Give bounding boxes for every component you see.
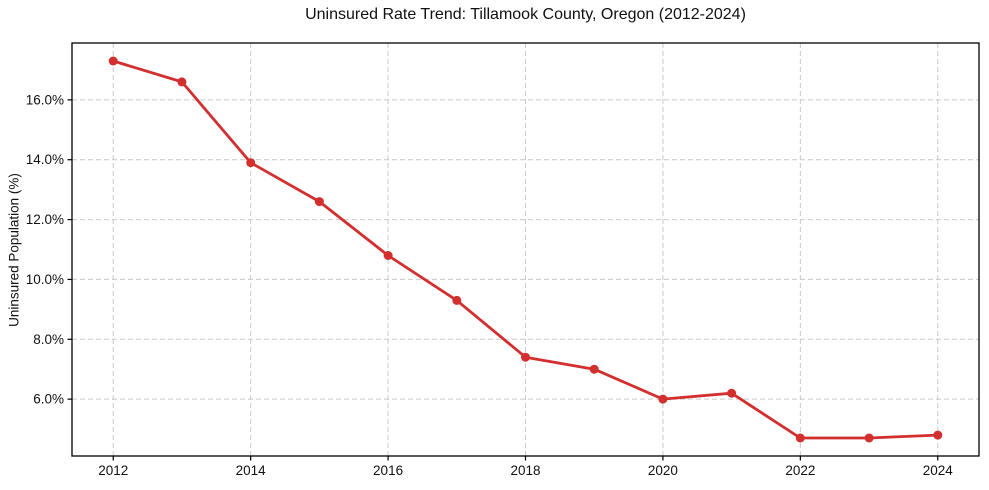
data-point xyxy=(658,394,668,404)
plot-frame xyxy=(71,42,980,457)
y-tick-label: 6.0% xyxy=(33,392,64,407)
x-tick-label: 2024 xyxy=(923,463,954,478)
x-tick-label: 2020 xyxy=(648,463,678,478)
data-point xyxy=(452,295,462,305)
data-point xyxy=(246,158,256,168)
data-point xyxy=(589,364,599,374)
data-point xyxy=(383,251,393,260)
y-tick-label: 12.0% xyxy=(26,212,64,227)
y-tick-label: 14.0% xyxy=(26,152,64,167)
x-tick-label: 2018 xyxy=(510,463,540,478)
data-point xyxy=(933,430,943,440)
chart-title: Uninsured Rate Trend: Tillamook County, … xyxy=(305,6,746,23)
data-point xyxy=(521,352,530,362)
y-tick-label: 16.0% xyxy=(26,92,64,107)
x-tick-label: 2014 xyxy=(236,463,267,478)
data-point xyxy=(177,77,187,87)
data-point xyxy=(727,388,737,398)
data-point xyxy=(795,433,805,443)
data-point xyxy=(314,197,324,207)
x-tick-label: 2022 xyxy=(785,463,815,478)
data-point xyxy=(864,433,874,443)
y-tick-label: 8.0% xyxy=(33,332,64,347)
x-tick-label: 2012 xyxy=(98,463,128,478)
data-point xyxy=(108,56,118,66)
y-tick-label: 10.0% xyxy=(26,272,64,287)
x-tick-label: 2016 xyxy=(373,463,403,478)
